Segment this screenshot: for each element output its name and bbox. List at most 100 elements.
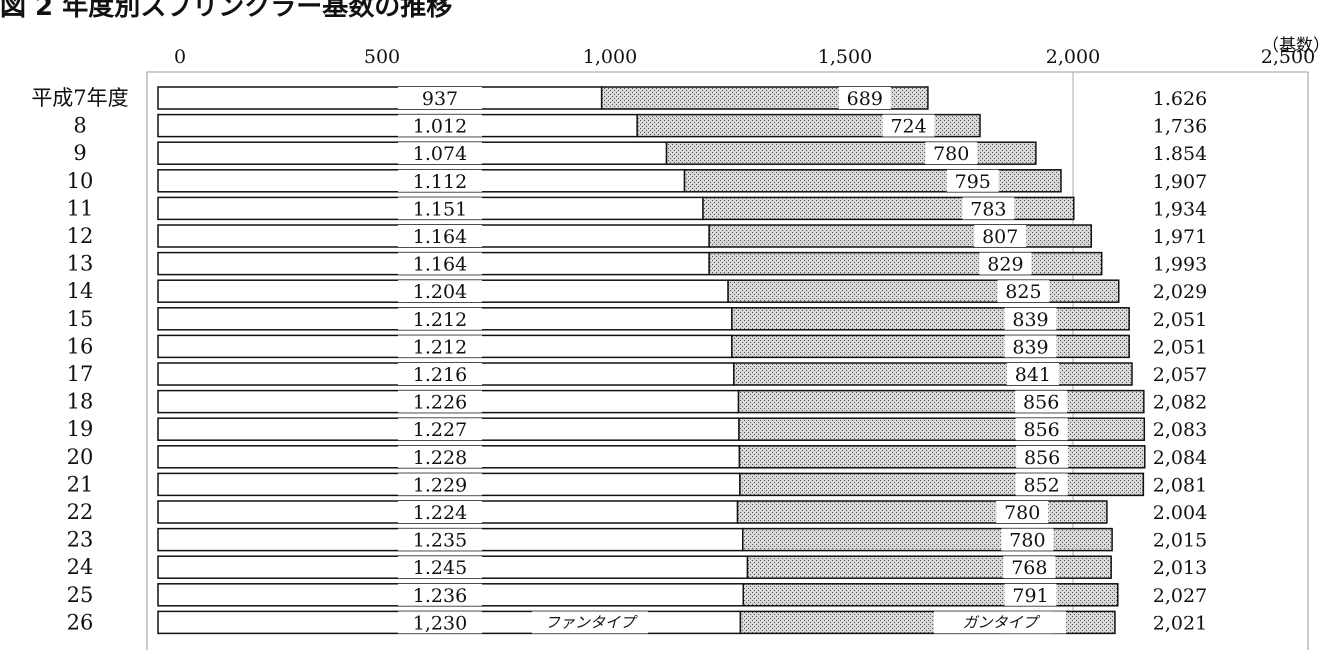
chart-title: 図 2 年度別スプリンクラー基数の推移 [0,0,453,22]
data-label-total: 2,029 [1153,281,1207,303]
bar-gun-type [708,224,1093,248]
label-bg [1016,445,1069,468]
data-label-total: 2,081 [1153,474,1207,496]
label-bg [1015,473,1068,496]
data-label-fan: 1.074 [413,143,467,165]
category-label: 25 [67,583,94,607]
bar-gun-type [737,389,1145,414]
label-bg [962,197,1015,220]
series-label-fan: ファンタイプ [545,613,638,631]
label-bg [398,87,482,109]
label-bg [946,169,999,192]
label-bg [1004,335,1057,358]
data-label-gun: 783 [970,198,1006,220]
bar-gun-type [746,555,1112,579]
data-label-gun: 829 [987,254,1023,276]
label-bg [1003,556,1056,579]
category-label: 26 [67,610,94,634]
category-label: 18 [67,390,94,414]
data-label-gun: 825 [1005,281,1041,303]
label-bg [974,225,1027,247]
data-label-gun: 856 [1024,447,1060,469]
label-bg [1006,363,1059,385]
category-label: 16 [67,334,94,358]
bar-fan-type [157,113,638,138]
label-bg [398,390,482,413]
x-tick-label: 1,500 [818,46,872,68]
data-label-gun: 807 [982,226,1018,248]
label-bg [398,473,482,496]
x-tick-label: 0 [174,46,186,68]
series-label-gun: ガンタイプ [962,613,1040,631]
plot-frame [146,71,1309,650]
label-bg [398,142,482,165]
data-label-total: 1,907 [1153,171,1207,193]
bar-gun-type [708,251,1103,276]
category-label: 19 [67,417,94,441]
data-label-fan: 1.228 [413,447,467,469]
label-bg [398,528,482,551]
data-label-total: 1,736 [1153,116,1207,138]
category-label: 9 [73,141,86,165]
bar-gun-type [742,583,1119,607]
bar-gun-type [731,334,1130,359]
label-bg [398,307,482,330]
data-label-total: 2,027 [1153,585,1207,607]
label-bg [882,114,935,137]
bar-gun-type [665,141,1037,165]
label-bg [398,445,482,468]
data-label-total: 2,083 [1153,419,1207,441]
bar-fan-type [157,86,603,110]
label-bg [1004,583,1057,606]
label-bg [398,114,482,137]
category-label: 15 [67,307,94,331]
data-label-fan: 1.216 [413,364,467,386]
x-tick-label: 500 [364,46,400,68]
label-bg [398,611,482,634]
data-label-gun: 856 [1023,392,1059,414]
data-label-gun: 780 [1004,502,1040,524]
data-label-fan: 1.164 [413,254,467,276]
data-label-fan: 1.224 [413,502,467,524]
category-label: 12 [67,224,94,248]
label-bg [398,252,482,275]
data-label-fan: 1.012 [413,116,467,138]
data-label-total: 2,021 [1153,612,1207,634]
bar-gun-type [738,445,1146,469]
label-bg [398,418,482,441]
label-bg [979,252,1032,275]
category-label: 21 [67,472,94,496]
bar-gun-type [742,527,1113,552]
data-label-total: 2,051 [1153,336,1207,358]
label-bg [838,87,891,109]
label-bg [1004,307,1057,330]
category-label: 24 [67,555,94,579]
label-bg [398,280,482,303]
data-label-fan: 937 [422,88,458,110]
category-label: 22 [67,500,94,524]
x-tick-label: 2,500 [1261,46,1315,68]
data-label-gun: 795 [955,171,991,193]
data-label-fan: 1.226 [413,392,467,414]
data-label-total: 1,993 [1153,254,1207,276]
category-label: 10 [67,169,94,193]
data-label-fan: 1.112 [413,171,467,193]
label-bg [398,335,482,358]
data-label-fan: 1.212 [413,309,467,331]
data-label-total: 2.004 [1153,502,1207,524]
x-tick-label: 2,000 [1046,46,1100,68]
data-label-gun: 839 [1012,309,1048,331]
category-label: 14 [67,279,94,303]
category-label: 20 [67,445,94,469]
bar-gun-type [727,279,1120,303]
label-bg [1015,418,1068,441]
data-label-fan: 1.227 [413,419,467,441]
data-label-gun: 839 [1012,336,1048,358]
label-bg [925,142,978,165]
bar-gun-type [731,307,1130,331]
data-label-gun: 768 [1011,557,1047,579]
label-bg [997,280,1050,303]
label-bg [1001,528,1054,551]
data-label-total: 2,013 [1153,557,1207,579]
